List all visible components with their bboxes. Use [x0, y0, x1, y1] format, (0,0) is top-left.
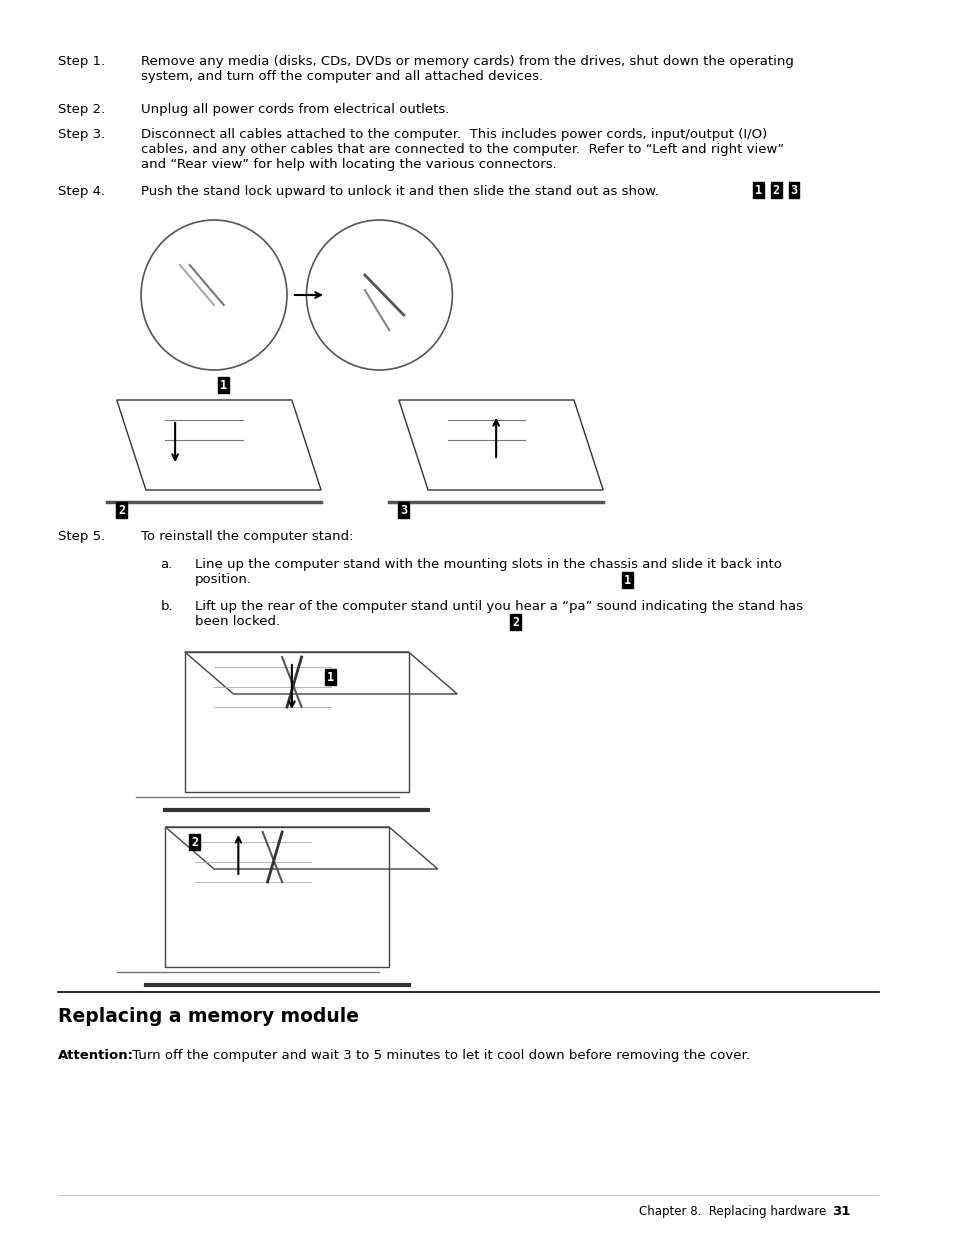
Text: Remove any media (disks, CDs, DVDs or memory cards) from the drives, shut down t: Remove any media (disks, CDs, DVDs or me…: [141, 56, 793, 83]
Text: 2: 2: [772, 184, 780, 196]
Text: 1: 1: [755, 184, 761, 196]
Text: Replacing a memory module: Replacing a memory module: [58, 1007, 359, 1026]
Text: Step 3.: Step 3.: [58, 128, 106, 141]
Text: 3: 3: [399, 504, 407, 516]
Text: 3: 3: [789, 184, 797, 196]
Text: Step 1.: Step 1.: [58, 56, 106, 68]
Text: Push the stand lock upward to unlock it and then slide the stand out as show.: Push the stand lock upward to unlock it …: [141, 185, 659, 198]
Text: 1: 1: [327, 671, 334, 683]
Text: Step 2.: Step 2.: [58, 103, 106, 116]
Text: 2: 2: [118, 504, 125, 516]
Text: Lift up the rear of the computer stand until you hear a “pa” sound indicating th: Lift up the rear of the computer stand u…: [194, 600, 801, 629]
Text: Step 4.: Step 4.: [58, 185, 106, 198]
Text: a.: a.: [160, 558, 172, 571]
Text: Attention:: Attention:: [58, 1049, 134, 1062]
Text: Step 5.: Step 5.: [58, 530, 106, 543]
Text: Line up the computer stand with the mounting slots in the chassis and slide it b: Line up the computer stand with the moun…: [194, 558, 781, 585]
Text: 31: 31: [831, 1205, 849, 1218]
Text: Turn off the computer and wait 3 to 5 minutes to let it cool down before removin: Turn off the computer and wait 3 to 5 mi…: [129, 1049, 749, 1062]
Text: To reinstall the computer stand:: To reinstall the computer stand:: [141, 530, 354, 543]
Text: 1: 1: [623, 573, 630, 587]
Text: 2: 2: [512, 615, 518, 629]
Text: Unplug all power cords from electrical outlets.: Unplug all power cords from electrical o…: [141, 103, 449, 116]
Text: 1: 1: [220, 378, 227, 391]
Text: Chapter 8.  Replacing hardware: Chapter 8. Replacing hardware: [638, 1205, 825, 1218]
Text: b.: b.: [160, 600, 172, 613]
Text: 2: 2: [191, 836, 198, 848]
Text: Disconnect all cables attached to the computer.  This includes power cords, inpu: Disconnect all cables attached to the co…: [141, 128, 783, 170]
